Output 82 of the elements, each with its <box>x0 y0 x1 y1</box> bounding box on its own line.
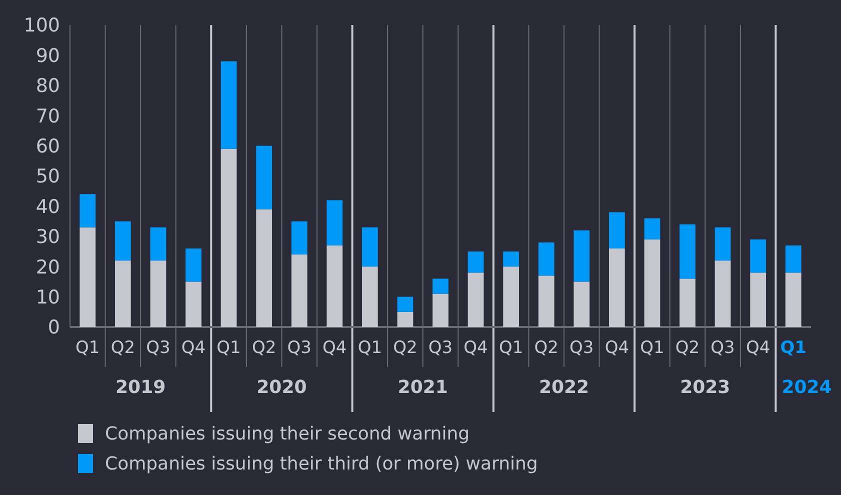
bar <box>608 248 625 327</box>
bar <box>680 224 696 279</box>
x-tick-label: Q4 <box>746 338 770 358</box>
text: 2022 <box>538 377 590 398</box>
bar <box>503 266 520 327</box>
y-tick-label: 70 <box>36 105 60 128</box>
bar <box>574 282 590 327</box>
y-tick-label: 80 <box>36 75 60 98</box>
bar <box>503 252 520 267</box>
x-tick-label: Q2 <box>393 338 418 358</box>
bar <box>432 294 448 327</box>
x-tick-label: Q4 <box>181 338 206 358</box>
bar <box>538 276 554 327</box>
bar <box>608 212 625 248</box>
legend-label: Companies issuing their third (or more) warning <box>105 453 538 474</box>
bar <box>291 221 308 255</box>
bar <box>397 312 414 327</box>
x-tick-label: Q3 <box>710 338 735 358</box>
x-tick-label: Q2 <box>110 338 136 358</box>
bar <box>644 239 660 327</box>
bar <box>468 272 484 327</box>
x-tick-label: Q4 <box>464 338 488 358</box>
bar <box>256 146 272 210</box>
bar <box>468 252 484 273</box>
y-tick-label: 100 <box>24 14 60 37</box>
bar <box>750 272 766 327</box>
text: 2021 <box>398 377 448 398</box>
y-tick-label: 50 <box>36 166 60 188</box>
bar <box>785 272 802 327</box>
x-tick-label: Q1 <box>498 338 524 358</box>
legend-label: Companies issuing their second warning <box>105 423 470 444</box>
x-tick-label: Q3 <box>287 338 312 358</box>
x-tick-label: Q1 <box>780 338 806 358</box>
y-tick-label: 0 <box>48 316 60 339</box>
bar <box>220 148 237 327</box>
text: 2023 <box>680 377 730 398</box>
bar <box>574 230 590 282</box>
x-tick-label: Q1 <box>358 338 382 358</box>
bar <box>220 61 237 149</box>
bar <box>362 266 378 327</box>
bar <box>644 218 660 240</box>
x-tick-label: Q4 <box>604 338 630 358</box>
bar <box>714 227 731 261</box>
bar <box>326 200 343 246</box>
bar <box>326 245 343 327</box>
x-tick-label: Q3 <box>428 338 453 358</box>
y-tick-label: 90 <box>36 44 60 67</box>
bar <box>80 194 96 228</box>
bar <box>680 278 696 327</box>
bar <box>291 254 308 327</box>
bar <box>432 278 448 294</box>
bar <box>114 221 131 261</box>
bar <box>186 248 202 282</box>
x-tick-label: Q2 <box>534 338 558 358</box>
bar <box>186 282 202 327</box>
bar <box>362 227 378 267</box>
y-tick-label: 20 <box>36 256 60 278</box>
bar <box>538 242 554 276</box>
bar <box>256 209 272 327</box>
bar <box>714 260 731 327</box>
y-tick-label: 10 <box>36 286 60 308</box>
bar <box>150 260 166 327</box>
bar <box>150 227 166 261</box>
bar <box>114 260 131 327</box>
text: 2024 <box>782 377 832 398</box>
x-tick-label: Q1 <box>216 338 241 358</box>
x-tick-label: Q2 <box>252 338 276 358</box>
y-tick-label: 30 <box>36 226 60 248</box>
x-tick-label: Q1 <box>76 338 100 358</box>
text: 2020 <box>256 377 307 398</box>
y-tick-label: 60 <box>36 135 60 158</box>
x-tick-label: Q2 <box>675 338 700 358</box>
bar <box>80 227 96 327</box>
x-tick-label: Q3 <box>146 338 170 358</box>
text: 2019 <box>116 377 166 398</box>
bar <box>785 245 802 273</box>
x-tick-label: Q3 <box>570 338 594 358</box>
y-tick-label: 40 <box>36 196 60 218</box>
x-tick-label: Q4 <box>322 338 347 358</box>
x-tick-label: Q1 <box>640 338 664 358</box>
bar <box>750 239 766 273</box>
bar <box>397 296 414 312</box>
